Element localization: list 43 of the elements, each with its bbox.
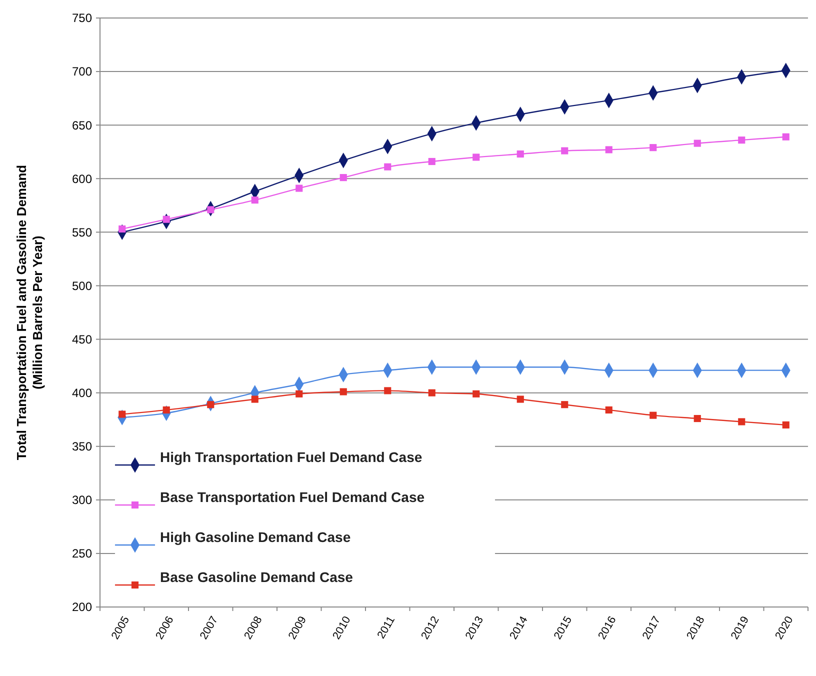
point [340, 388, 347, 396]
point [782, 133, 790, 140]
legend-label: Base Transportation Fuel Demand Case [160, 488, 425, 505]
y-tick-label: 200 [72, 600, 92, 614]
legend-label: High Gasoline Demand Case [160, 528, 351, 545]
point [384, 387, 392, 394]
y-tick-label: 750 [72, 11, 92, 26]
point [516, 150, 524, 158]
point [694, 140, 701, 147]
point [340, 174, 347, 182]
point [782, 421, 790, 428]
point [738, 418, 746, 426]
y-tick-label: 500 [72, 278, 92, 293]
point [738, 136, 746, 144]
point [650, 412, 657, 419]
point [650, 144, 657, 152]
point [561, 147, 568, 154]
point [605, 146, 612, 154]
point [561, 401, 568, 408]
y-tick-label: 650 [72, 118, 92, 132]
y-tick-label: 300 [72, 493, 92, 508]
point [605, 406, 612, 414]
point [296, 390, 303, 398]
point [251, 396, 258, 403]
y-tick-label: 550 [72, 225, 92, 240]
y-tick-label: 250 [72, 546, 92, 561]
point [694, 414, 701, 422]
legend-label: Base Gasoline Demand Case [160, 568, 354, 585]
y-axis-title: Total Transportation Fuel and Gasoline Demand (Million Barrels Per Year) [14, 164, 45, 460]
point [472, 154, 480, 161]
point [296, 184, 303, 192]
y-tick-label: 350 [72, 440, 92, 454]
point [428, 158, 436, 166]
point [428, 389, 436, 396]
point [251, 196, 258, 204]
y-tick-label: 700 [72, 64, 92, 79]
point [516, 396, 524, 403]
y-tick-label: 450 [72, 332, 92, 346]
y-tick-label: 600 [72, 172, 92, 186]
point [472, 390, 480, 398]
legend-label: High Transportation Fuel Demand Case [160, 448, 422, 465]
y-tick-label: 400 [72, 386, 92, 400]
point [384, 163, 392, 170]
